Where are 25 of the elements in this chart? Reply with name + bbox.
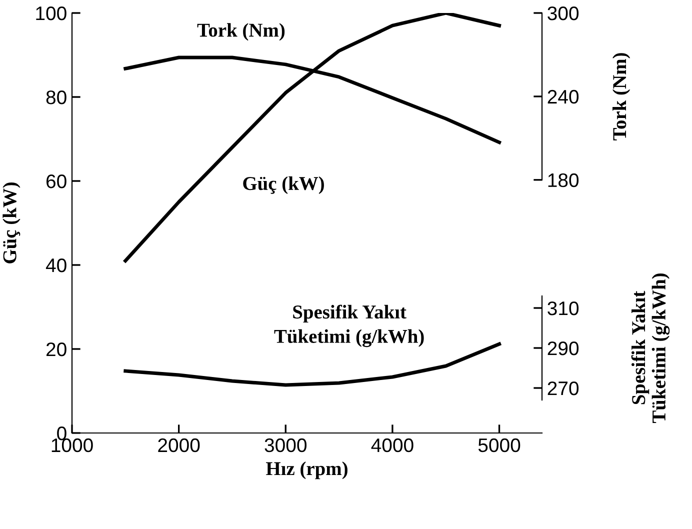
annotation: Spesifik Yakıt Tüketimi (g/kWh) — [274, 304, 424, 348]
y-tick-label: 0 — [57, 426, 66, 440]
x-tick-label: 3000 — [264, 438, 307, 452]
y-tick-label: 40 — [46, 258, 66, 272]
x-tick-label: 4000 — [371, 438, 414, 452]
y2-tick-label: 240 — [548, 90, 579, 104]
y-tick-label: 20 — [46, 342, 66, 356]
y2-tick-label: 300 — [548, 6, 579, 20]
y3-tick-label: 270 — [548, 381, 579, 396]
line-series — [124, 13, 502, 263]
x-tick-label: 2000 — [158, 438, 200, 452]
y2-axis-title: Tork (Nm) — [612, 53, 630, 140]
y-axis-title: Güç (kW) — [2, 182, 20, 264]
annotation: Tork (Nm) — [197, 23, 285, 41]
x-tick-label: 5000 — [478, 438, 520, 452]
y3-axis-title: Spesifik Yakıt Tüketimi (g/kWh) — [631, 273, 670, 424]
annotation: Güç (kW) — [243, 176, 324, 194]
x-axis-title: Hız (rpm) — [266, 462, 348, 480]
y3-tick-label: 290 — [548, 341, 579, 356]
y-tick-label: 80 — [46, 90, 66, 104]
y3-tick-label: 310 — [548, 301, 579, 316]
y2-tick-label: 180 — [548, 173, 579, 188]
x-tick-label: 1000 — [52, 438, 93, 452]
y-tick-label: 100 — [36, 6, 66, 20]
y-tick-label: 60 — [46, 174, 66, 188]
